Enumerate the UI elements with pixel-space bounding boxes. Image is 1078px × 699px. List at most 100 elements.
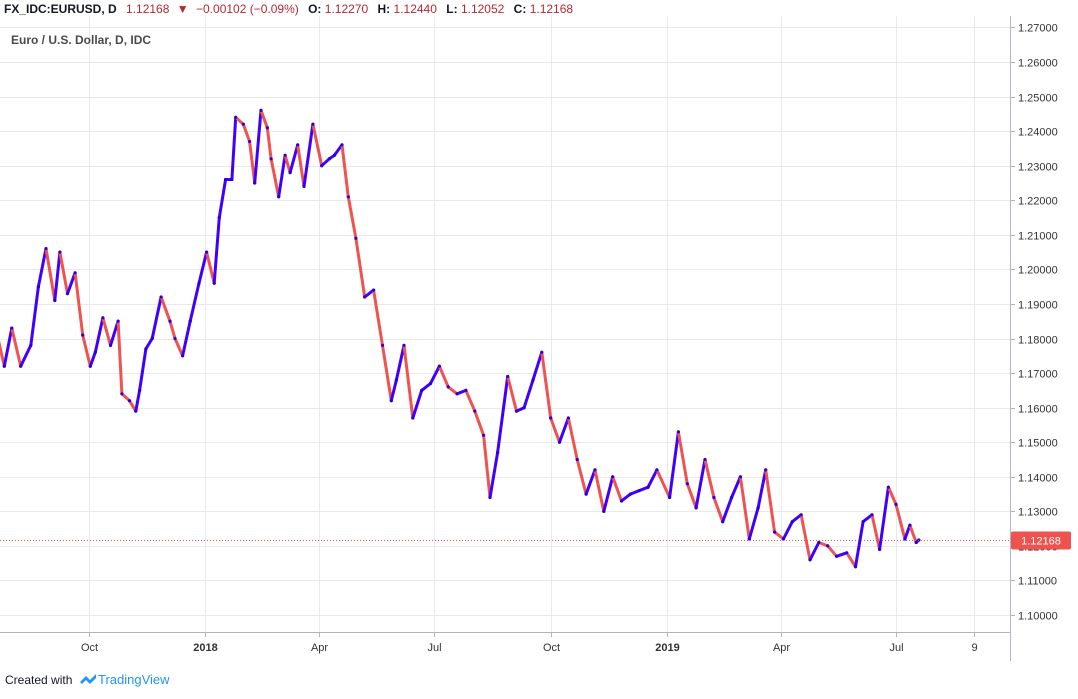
price-point <box>296 143 300 147</box>
price-segment <box>2 326 14 368</box>
price-point <box>914 540 918 545</box>
price-segment <box>159 295 172 323</box>
price-segment <box>217 178 228 219</box>
price-segment <box>93 316 105 354</box>
price-point <box>446 385 450 389</box>
price-point <box>173 336 177 341</box>
price-point <box>747 537 751 541</box>
price-point <box>496 451 500 455</box>
y-tick-label: 1.19000 <box>1018 300 1058 312</box>
y-tick-label: 1.25000 <box>1018 93 1058 105</box>
price-point <box>277 195 281 199</box>
price-point <box>428 381 433 386</box>
close-value: 1.12168 <box>530 2 574 16</box>
price-point <box>455 392 459 396</box>
tradingview-logo-icon <box>80 674 96 684</box>
price-segment <box>488 451 500 499</box>
price-segment <box>886 485 898 506</box>
price-segment <box>302 122 315 188</box>
y-tick-label: 1.13000 <box>1018 507 1058 519</box>
price-segment <box>212 216 221 285</box>
price-segment <box>66 271 77 296</box>
price-segment <box>894 502 907 541</box>
price-segment <box>531 350 544 382</box>
price-segment <box>173 337 185 358</box>
price-point <box>259 108 263 112</box>
price-point <box>10 326 14 330</box>
price-point <box>773 530 777 534</box>
price-point <box>212 281 216 285</box>
y-tick-label: 1.21000 <box>1018 231 1058 243</box>
price-segment <box>482 433 492 499</box>
price-point <box>764 468 768 472</box>
price-point <box>181 354 185 358</box>
time-axis[interactable]: Oct 2018 Apr Jul Oct 2019 Apr Jul 9 <box>81 632 978 654</box>
x-tick-label: Apr <box>311 642 328 654</box>
price-point <box>886 485 891 489</box>
x-tick-label: Jul <box>889 642 903 654</box>
price-segment <box>58 250 69 296</box>
price-segment <box>602 475 615 513</box>
price-segment <box>411 388 424 420</box>
price-segment <box>277 153 287 199</box>
price-point <box>488 495 492 500</box>
price-point <box>265 126 269 130</box>
price-axis[interactable]: 1.27000 1.26000 1.25000 1.24000 1.23000 1.220… <box>1010 23 1058 623</box>
price-segment <box>241 122 252 143</box>
price-segment <box>116 319 124 396</box>
price-point <box>437 364 441 368</box>
price-point <box>870 513 874 517</box>
price-segment <box>437 364 450 389</box>
plot-area[interactable] <box>0 108 921 569</box>
price-point <box>790 520 794 524</box>
price-segment <box>381 343 393 403</box>
price-point <box>168 319 172 323</box>
price-point <box>159 295 163 299</box>
low-label: L: <box>446 2 457 16</box>
price-point <box>81 333 85 337</box>
x-tick-label: Oct <box>81 642 98 654</box>
price-segment <box>44 247 57 302</box>
y-tick-label: 1.11000 <box>1018 576 1057 588</box>
price-segment <box>835 551 849 558</box>
price-point <box>73 271 77 275</box>
price-point <box>908 523 912 527</box>
price-point <box>320 164 324 168</box>
price-point <box>53 298 57 303</box>
price-point <box>127 399 132 403</box>
price-point <box>619 499 624 503</box>
y-tick-label: 1.26000 <box>1018 58 1058 70</box>
price-point <box>188 319 192 323</box>
price-segment <box>730 475 742 499</box>
price-segment <box>181 319 192 358</box>
price-point <box>835 554 839 558</box>
price-point <box>311 122 315 126</box>
price-segment <box>575 458 588 496</box>
price-point <box>611 475 615 479</box>
y-tick-label: 1.20000 <box>1018 265 1058 277</box>
y-tick-label: 1.17000 <box>1018 369 1058 381</box>
tradingview-brand[interactable]: TradingView <box>98 672 170 687</box>
y-tick-label: 1.18000 <box>1018 335 1058 347</box>
low-value: 1.12052 <box>461 2 505 16</box>
legend-title: Euro / U.S. Dollar, D, IDC <box>11 33 151 47</box>
price-segment <box>703 458 716 499</box>
price-point <box>878 547 882 552</box>
price-segment <box>826 544 839 558</box>
high-label: H: <box>378 2 391 16</box>
price-segment <box>496 375 510 455</box>
price-segment <box>402 343 415 420</box>
price-point <box>566 416 571 420</box>
close-label: C: <box>514 2 527 16</box>
open-label: O: <box>308 2 321 16</box>
price-point <box>120 392 124 396</box>
price-segment <box>721 496 734 524</box>
price-point <box>288 171 292 175</box>
price-point <box>738 475 743 479</box>
price-segment <box>712 496 725 524</box>
price-segment <box>134 388 142 413</box>
price-point <box>230 177 234 182</box>
price-point <box>473 409 477 413</box>
